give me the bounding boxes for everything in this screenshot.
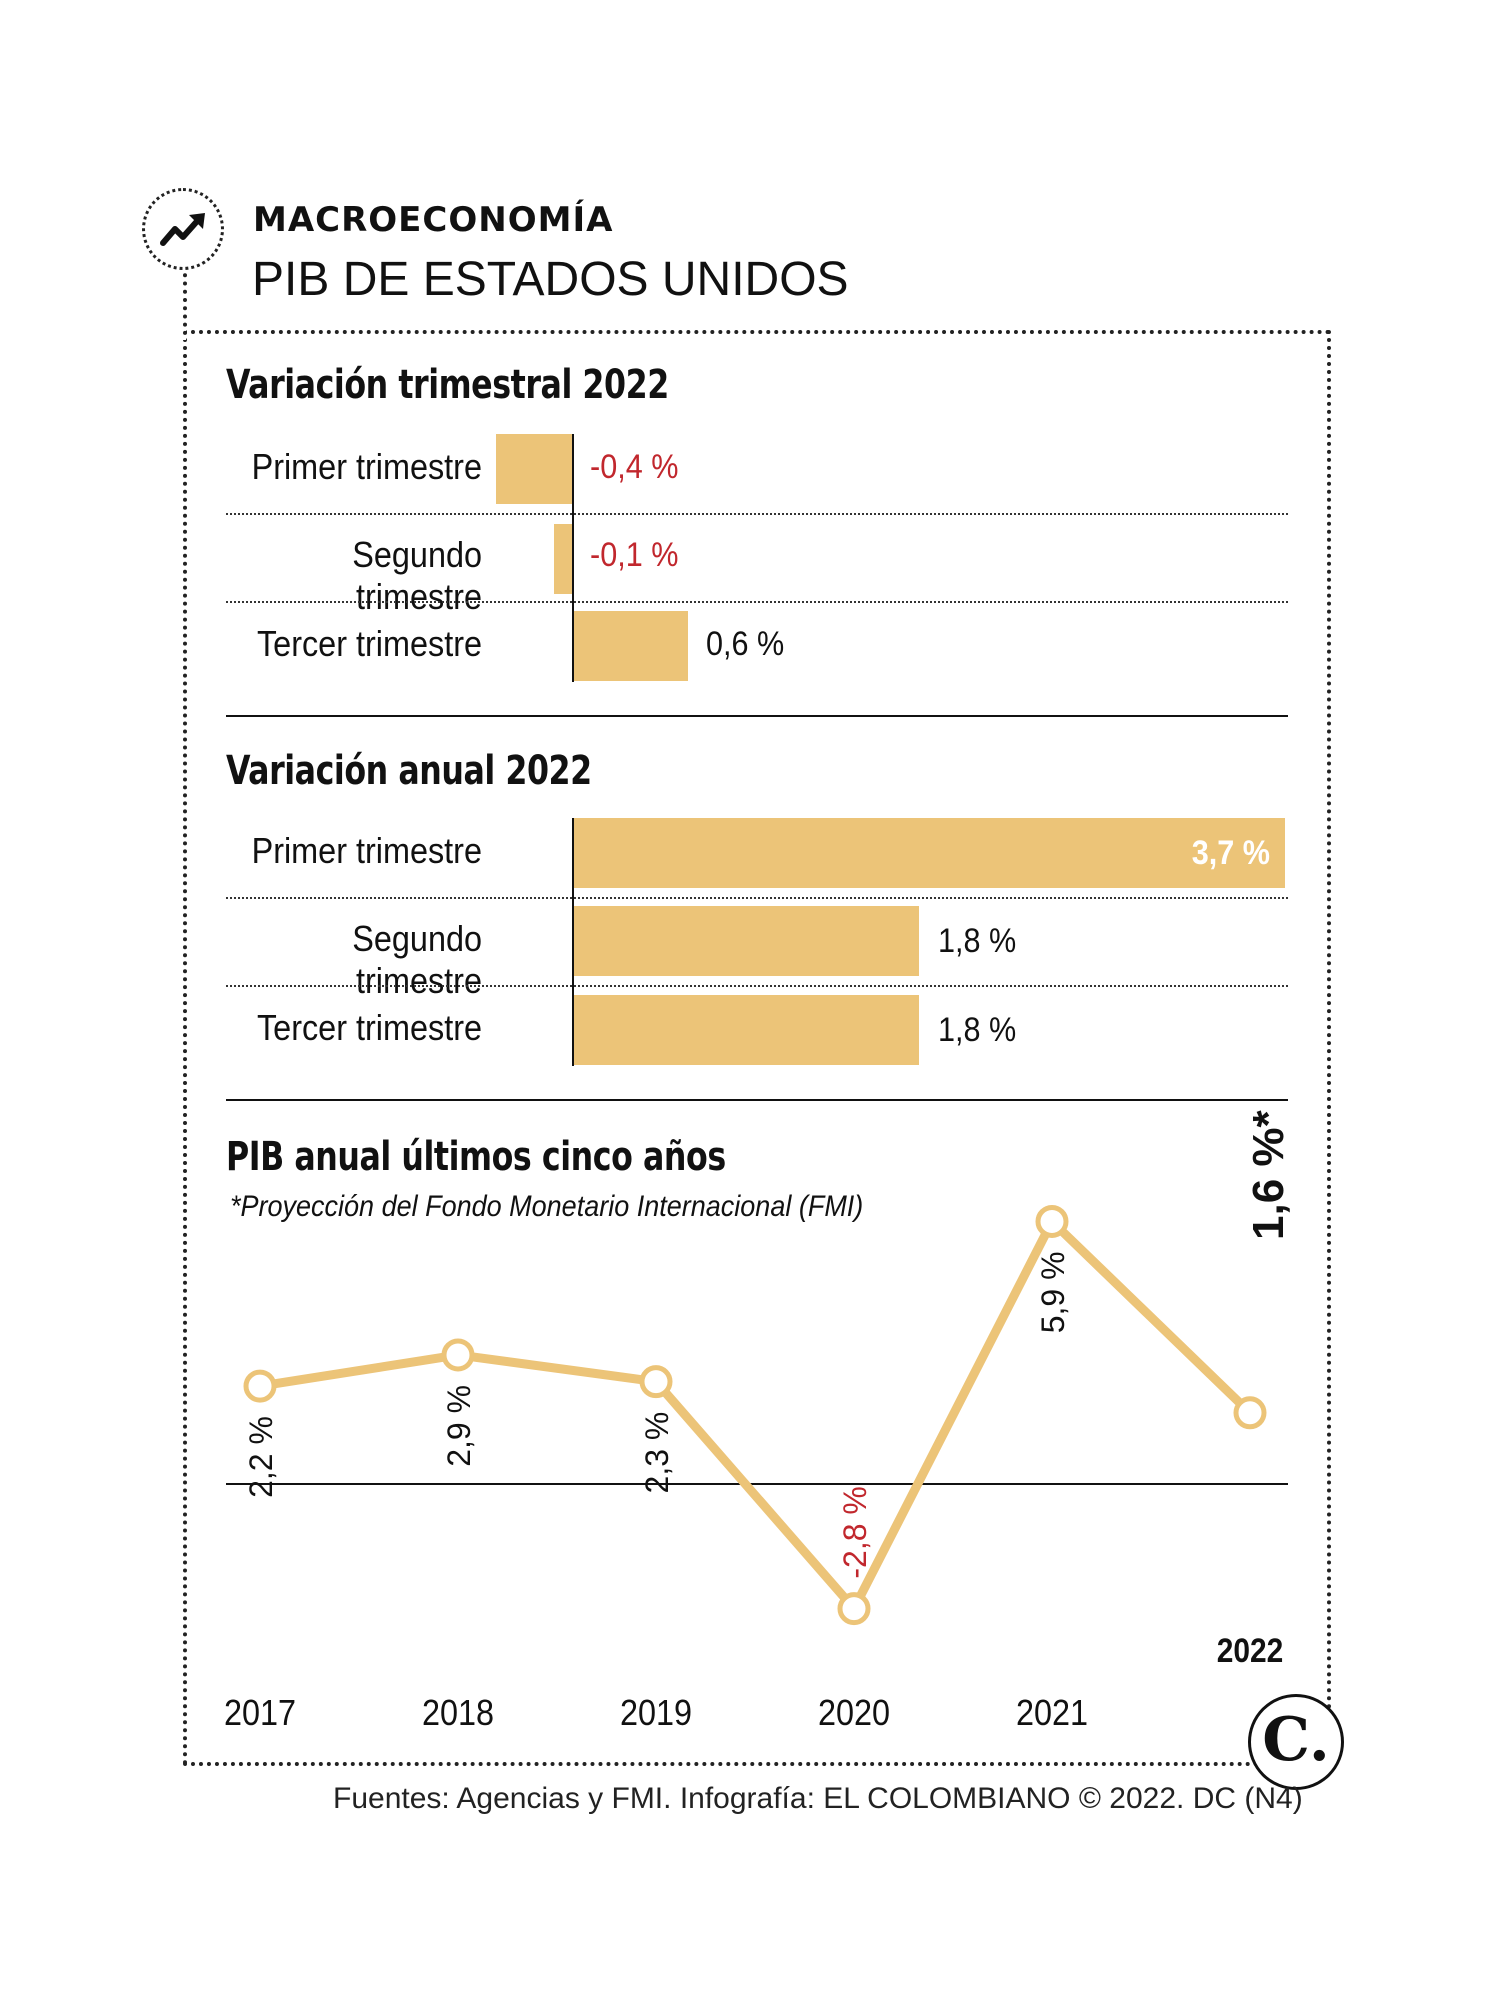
bar-q1 bbox=[496, 434, 573, 504]
year-label-2018: 2018 bbox=[421, 1692, 495, 1733]
row-label-q1: Primer trimestre bbox=[251, 446, 482, 487]
bar-a2 bbox=[573, 906, 920, 976]
bar-a1 bbox=[573, 818, 1285, 888]
data-point-2018 bbox=[441, 1338, 475, 1372]
value-label-q1: -0,4 % bbox=[590, 448, 679, 486]
el-colombiano-logo: C. bbox=[1248, 1694, 1344, 1790]
year-label-2022: 2022 bbox=[1216, 1632, 1284, 1670]
value-label-a2: 1,8 % bbox=[938, 922, 1017, 960]
data-point-2017 bbox=[243, 1369, 277, 1403]
data-label-2017: 2,2 % bbox=[243, 1416, 279, 1498]
bar-q3 bbox=[573, 611, 689, 681]
chart-title-quarterly: Variación trimestral 2022 bbox=[226, 362, 669, 408]
value-label-q2: -0,1 % bbox=[590, 536, 679, 574]
chart-title-five-years: PIB anual últimos cinco años bbox=[226, 1134, 726, 1180]
data-label-2019: 2,3 % bbox=[639, 1412, 675, 1494]
year-label-2021: 2021 bbox=[1015, 1692, 1089, 1733]
row-label-q3: Tercer trimestre bbox=[256, 623, 482, 664]
value-label-a3: 1,8 % bbox=[938, 1011, 1017, 1049]
data-point-2022 bbox=[1233, 1396, 1267, 1430]
year-label-2017: 2017 bbox=[223, 1692, 297, 1733]
data-point-2020 bbox=[837, 1592, 871, 1626]
row-separator bbox=[226, 601, 1288, 603]
row-label-a1: Primer trimestre bbox=[251, 830, 482, 871]
section-divider bbox=[226, 715, 1288, 717]
page-title: PIB DE ESTADOS UNIDOS bbox=[252, 253, 849, 306]
bar-a3 bbox=[573, 995, 920, 1065]
bar-q2 bbox=[553, 524, 573, 594]
year-label-2019: 2019 bbox=[619, 1692, 693, 1733]
row-separator bbox=[226, 513, 1288, 515]
row-separator bbox=[226, 985, 1288, 987]
row-label-a3: Tercer trimestre bbox=[256, 1007, 482, 1048]
series-line-gdp bbox=[259, 1216, 1254, 1614]
frame-gap bbox=[178, 200, 186, 340]
kicker: MACROECONOMÍA bbox=[253, 200, 614, 240]
row-separator bbox=[226, 897, 1288, 899]
data-label-2020: -2,8 % bbox=[837, 1486, 873, 1578]
zero-axis-quarterly bbox=[572, 434, 574, 682]
row-label-a2: Segundo trimestre bbox=[352, 918, 482, 1001]
row-label-q2: Segundo trimestre bbox=[352, 534, 482, 617]
connector-line bbox=[183, 265, 187, 335]
value-label-a1: 3,7 % bbox=[1191, 834, 1270, 872]
data-label-2022: 1,6 %* bbox=[1244, 1109, 1293, 1240]
infographic-frame bbox=[183, 330, 1331, 1766]
section-divider bbox=[226, 1099, 1288, 1101]
year-label-2020: 2020 bbox=[817, 1692, 891, 1733]
data-point-2019 bbox=[639, 1365, 673, 1399]
chart-title-annual: Variación anual 2022 bbox=[226, 748, 592, 794]
data-label-2021: 5,9 % bbox=[1035, 1251, 1071, 1333]
value-label-q3: 0,6 % bbox=[706, 625, 785, 663]
data-label-2018: 2,9 % bbox=[441, 1385, 477, 1467]
trend-up-arrow-icon bbox=[142, 188, 224, 270]
source-credit: Fuentes: Agencias y FMI. Infografía: EL … bbox=[333, 1782, 1303, 1815]
data-point-2021 bbox=[1035, 1204, 1069, 1238]
zero-axis-annual bbox=[572, 818, 574, 1066]
chart-note: *Proyección del Fondo Monetario Internac… bbox=[230, 1190, 864, 1223]
